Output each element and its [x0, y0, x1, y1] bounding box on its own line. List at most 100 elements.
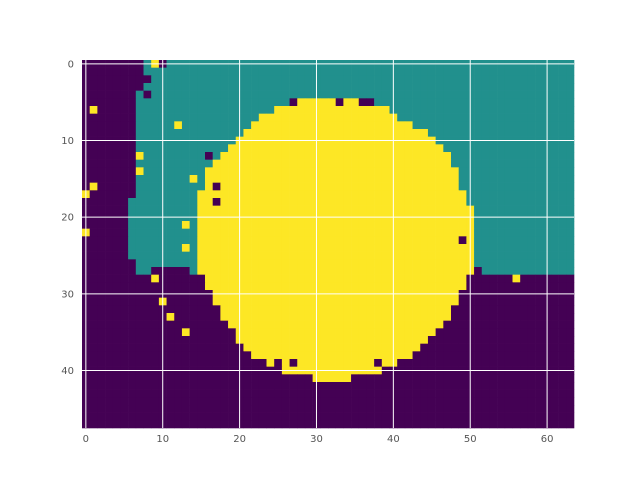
heatmap-cell — [220, 144, 229, 153]
y-tick-label: 10 — [61, 136, 74, 147]
heatmap-cell — [205, 190, 213, 199]
heatmap-cell — [297, 198, 306, 206]
heatmap-cell — [105, 129, 114, 137]
heatmap-cell — [243, 412, 252, 421]
heatmap-cell — [220, 129, 229, 137]
heatmap-cell — [427, 228, 436, 237]
heatmap-cell — [251, 282, 260, 291]
heatmap-cell — [220, 267, 229, 275]
heatmap-cell — [281, 374, 290, 383]
heatmap-cell — [151, 98, 160, 107]
heatmap-cell — [535, 67, 544, 76]
heatmap-cell — [105, 343, 114, 352]
heatmap-cell — [135, 389, 144, 398]
heatmap-cell — [205, 282, 213, 291]
heatmap-cell — [166, 167, 175, 176]
heatmap-cell — [166, 351, 175, 360]
heatmap-cell — [228, 297, 237, 306]
heatmap-cell — [304, 121, 313, 130]
heatmap-cell — [335, 106, 344, 114]
heatmap-cell — [481, 67, 490, 76]
heatmap-cell — [474, 106, 483, 114]
heatmap-cell — [451, 328, 459, 337]
heatmap-cell — [97, 190, 106, 199]
heatmap-cell — [143, 67, 152, 76]
heatmap-cell — [189, 297, 198, 306]
heatmap-cell — [351, 267, 360, 275]
heatmap-cell — [366, 121, 375, 130]
heatmap-cell — [520, 190, 529, 199]
heatmap-cell — [420, 336, 429, 344]
heatmap-cell — [566, 282, 575, 291]
heatmap-cell — [420, 382, 429, 390]
heatmap-cell — [458, 75, 467, 84]
heatmap-cell — [243, 198, 252, 206]
heatmap-cell — [205, 113, 213, 122]
heatmap-cell — [251, 75, 260, 84]
heatmap-cell — [504, 83, 513, 91]
heatmap-cell — [274, 67, 283, 76]
heatmap-cell — [358, 282, 367, 291]
heatmap-cell — [320, 412, 329, 421]
heatmap-cell — [166, 282, 175, 291]
heatmap-cell — [351, 305, 360, 314]
heatmap-cell — [458, 113, 467, 122]
heatmap-cell — [443, 190, 452, 199]
heatmap-cell — [489, 144, 498, 153]
heatmap-cell — [412, 182, 421, 191]
heatmap-cell — [481, 320, 490, 329]
heatmap-cell — [289, 129, 298, 137]
heatmap-cell — [228, 175, 237, 183]
heatmap-cell — [451, 167, 459, 176]
heatmap-cell — [135, 382, 144, 390]
heatmap-cell — [304, 113, 313, 122]
heatmap-cell — [397, 412, 406, 421]
heatmap-cell — [243, 98, 252, 107]
heatmap-cell — [435, 236, 444, 245]
heatmap-cell — [281, 328, 290, 337]
heatmap-cell — [427, 106, 436, 114]
heatmap-cell — [397, 106, 406, 114]
heatmap-cell — [328, 182, 336, 191]
heatmap-cell — [266, 75, 275, 84]
heatmap-cell — [566, 152, 575, 160]
heatmap-cell — [443, 274, 452, 283]
heatmap-cell — [335, 274, 344, 283]
heatmap-cell — [566, 336, 575, 344]
heatmap-cell — [427, 198, 436, 206]
heatmap-cell — [550, 320, 559, 329]
heatmap-cell — [489, 297, 498, 306]
heatmap-cell — [320, 98, 329, 107]
heatmap-cell — [328, 389, 336, 398]
heatmap-cell — [112, 412, 121, 421]
heatmap-cell — [220, 228, 229, 237]
heatmap-cell — [212, 113, 221, 122]
heatmap-cell — [212, 412, 221, 421]
heatmap-cell — [174, 144, 183, 153]
heatmap-cell — [297, 397, 306, 406]
heatmap-cell — [527, 320, 536, 329]
heatmap-cell — [89, 129, 98, 137]
heatmap-cell — [304, 205, 313, 214]
heatmap-cell — [420, 90, 429, 99]
heatmap-cell — [151, 320, 160, 329]
heatmap-cell — [504, 328, 513, 337]
heatmap-cell — [281, 121, 290, 130]
heatmap-cell — [328, 121, 336, 130]
heatmap-cell — [266, 382, 275, 390]
heatmap-cell — [520, 328, 529, 337]
heatmap-cell — [512, 90, 521, 99]
heatmap-cell — [381, 75, 390, 84]
heatmap-cell — [497, 190, 506, 199]
heatmap-cell — [489, 190, 498, 199]
heatmap-cell — [527, 251, 536, 260]
heatmap-cell — [220, 320, 229, 329]
heatmap-cell — [504, 106, 513, 114]
heatmap-cell — [304, 152, 313, 160]
heatmap-cell — [358, 182, 367, 191]
heatmap-cell — [404, 159, 413, 168]
heatmap-cell — [474, 359, 483, 367]
heatmap-cell — [443, 167, 452, 176]
heatmap-cell — [274, 167, 283, 176]
heatmap-cell — [404, 236, 413, 245]
